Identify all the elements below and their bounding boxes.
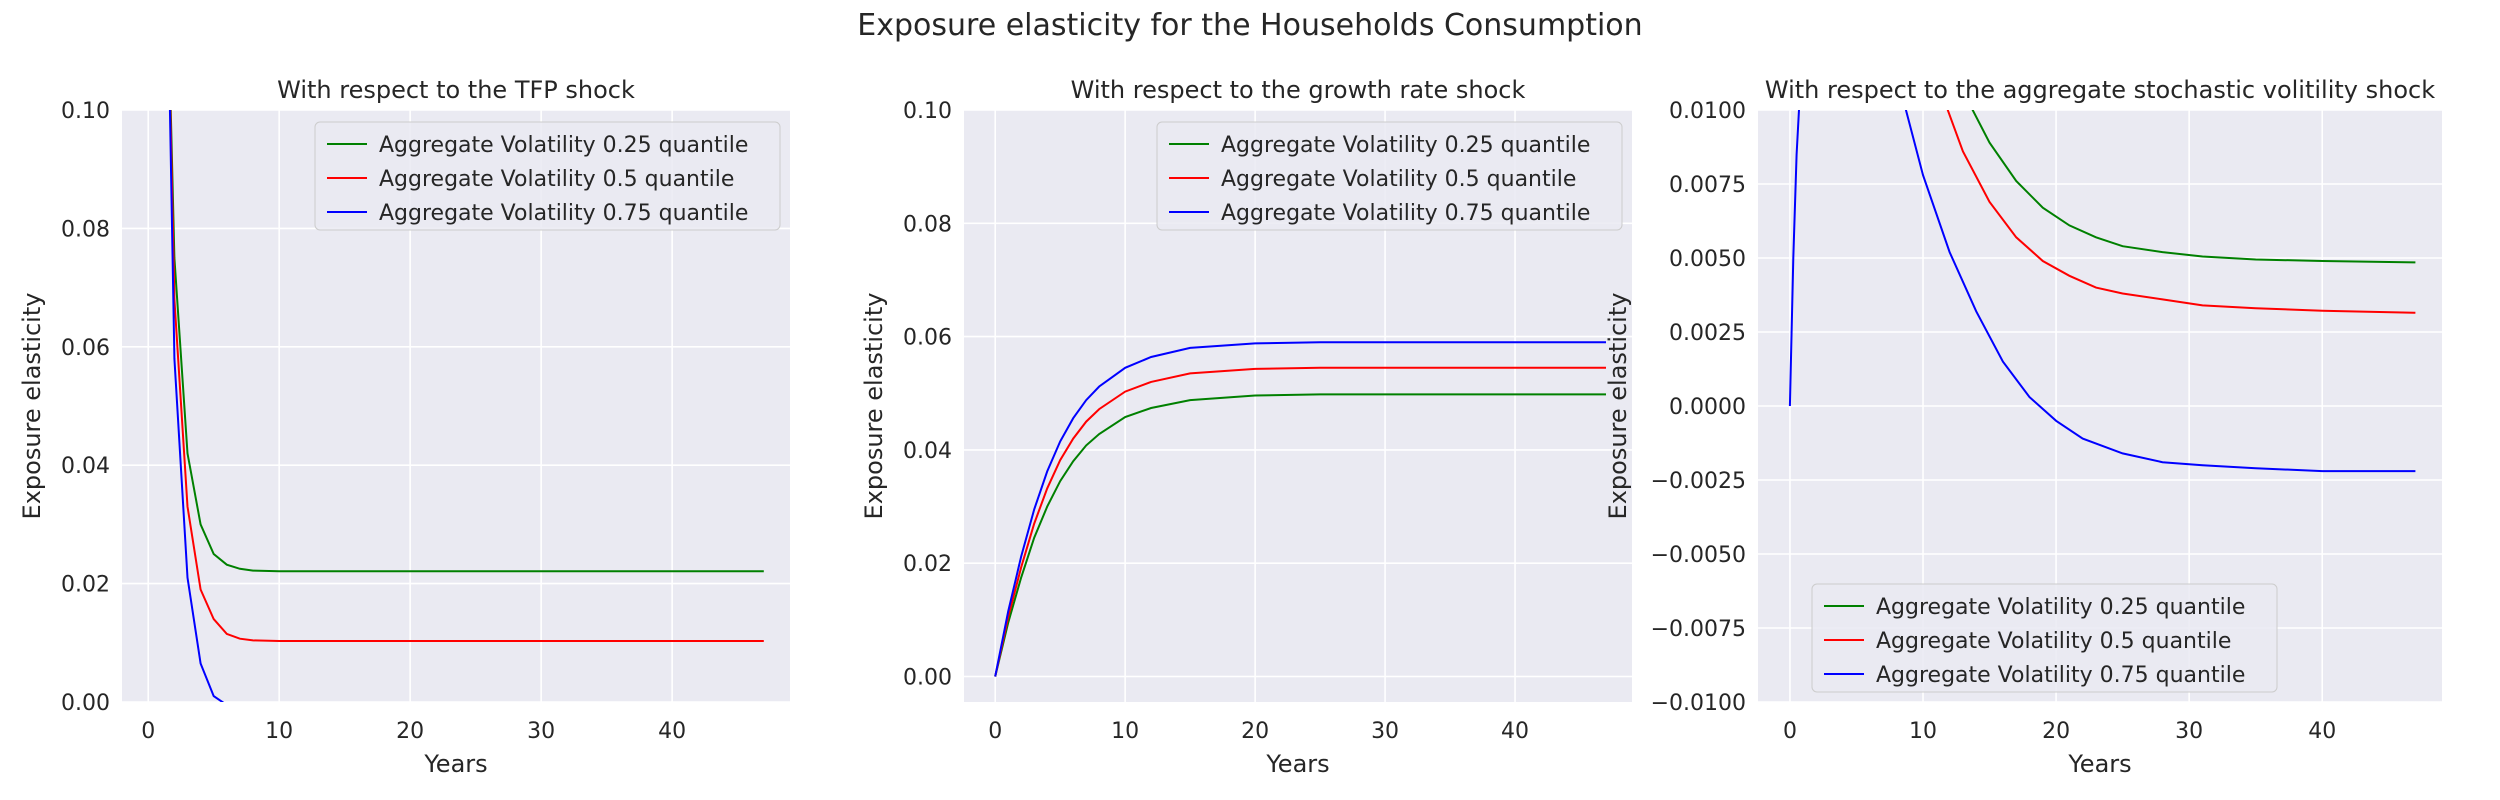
- x-tick-label: 40: [658, 719, 686, 744]
- legend-label: Aggregate Volatility 0.25 quantile: [1221, 133, 1590, 158]
- y-axis-label: Exposure elasticity: [860, 293, 888, 520]
- series-line-1: [169, 110, 764, 573]
- legend: Aggregate Volatility 0.25 quantile Aggreg…: [314, 121, 781, 231]
- series-line-3: [168, 110, 225, 702]
- chart-panel-2: 0 10 20 30 40 0.00 0.02 0.04 0.06 0.08 0.10 With re…: [860, 76, 1632, 778]
- series-line-1: [1971, 110, 2416, 264]
- chart-title: With respect to the TFP shock: [277, 76, 635, 104]
- legend-label: Aggregate Volatility 0.75 quantile: [379, 201, 748, 226]
- x-tick-label: 0: [141, 719, 155, 744]
- y-tick-label: 0.10: [903, 99, 952, 124]
- series-line-3: [994, 341, 1606, 677]
- x-tick-label: 40: [1501, 719, 1529, 744]
- y-tick-label: 0.0050: [1669, 247, 1746, 272]
- y-tick-label: 0.08: [903, 212, 952, 237]
- y-tick-label: −0.0100: [1651, 691, 1746, 716]
- y-tick-label: 0.00: [61, 691, 110, 716]
- y-axis-label: Exposure elasticity: [1604, 293, 1632, 520]
- legend: Aggregate Volatility 0.25 quantile Aggreg…: [1156, 121, 1623, 231]
- legend: Aggregate Volatility 0.25 quantile Aggreg…: [1811, 583, 2278, 693]
- legend-label: Aggregate Volatility 0.75 quantile: [1221, 201, 1590, 226]
- x-tick-label: 10: [265, 719, 293, 744]
- x-axis-label: Years: [423, 750, 487, 778]
- y-tick-label: 0.04: [903, 439, 952, 464]
- y-axis-label: Exposure elasticity: [18, 293, 46, 520]
- x-tick-label: 30: [2175, 719, 2203, 744]
- series-line-2: [1946, 110, 2416, 314]
- x-tick-label: 20: [2042, 719, 2070, 744]
- y-tick-label: 0.06: [61, 336, 110, 361]
- legend-label: Aggregate Volatility 0.25 quantile: [379, 133, 748, 158]
- legend-label: Aggregate Volatility 0.25 quantile: [1876, 595, 2245, 620]
- y-tick-label: 0.08: [61, 217, 110, 242]
- y-tick-label: 0.0075: [1669, 173, 1746, 198]
- y-tick-label: −0.0075: [1651, 617, 1746, 642]
- legend-label: Aggregate Volatility 0.5 quantile: [1221, 167, 1576, 192]
- x-tick-label: 20: [396, 719, 424, 744]
- series-line-1: [994, 393, 1606, 677]
- y-tick-label: 0.04: [61, 454, 110, 479]
- x-tick-label: 30: [527, 719, 555, 744]
- legend-label: Aggregate Volatility 0.5 quantile: [379, 167, 734, 192]
- y-tick-label: 0.02: [61, 573, 110, 598]
- series-line-3: [1788, 110, 2416, 473]
- x-tick-label: 30: [1371, 719, 1399, 744]
- x-tick-label: 10: [1909, 719, 1937, 744]
- y-tick-label: 0.06: [903, 326, 952, 351]
- series-line-2: [169, 110, 764, 642]
- y-tick-label: 0.02: [903, 552, 952, 577]
- chart-panel-3: 0 10 20 30 40 −0.0100 −0.0075 −0.0050 −0.0025 0.0…: [1604, 76, 2442, 778]
- series-line-2: [994, 366, 1606, 677]
- y-tick-label: 0.0000: [1669, 395, 1746, 420]
- x-axis-label: Years: [2067, 750, 2131, 778]
- y-tick-label: 0.0025: [1669, 321, 1746, 346]
- chart-title: With respect to the growth rate shock: [1071, 76, 1526, 104]
- x-axis-label: Years: [1265, 750, 1329, 778]
- chart-title: With respect to the aggregate stochastic…: [1765, 76, 2435, 104]
- legend-label: Aggregate Volatility 0.5 quantile: [1876, 629, 2231, 654]
- x-tick-label: 0: [988, 719, 1002, 744]
- y-tick-label: −0.0050: [1651, 543, 1746, 568]
- chart-panel-1: 0 10 20 30 40 0.00 0.02 0.04 0.06 0.08 0.10 With re…: [18, 76, 790, 778]
- y-tick-label: 0.0100: [1669, 99, 1746, 124]
- y-tick-label: 0.10: [61, 99, 110, 124]
- y-tick-label: −0.0025: [1651, 469, 1746, 494]
- legend-label: Aggregate Volatility 0.75 quantile: [1876, 663, 2245, 688]
- y-tick-label: 0.00: [903, 666, 952, 691]
- x-tick-label: 10: [1111, 719, 1139, 744]
- x-tick-label: 0: [1783, 719, 1797, 744]
- x-tick-label: 40: [2308, 719, 2336, 744]
- page-title: Exposure elasticity for the Households C…: [857, 8, 1643, 43]
- x-tick-label: 20: [1241, 719, 1269, 744]
